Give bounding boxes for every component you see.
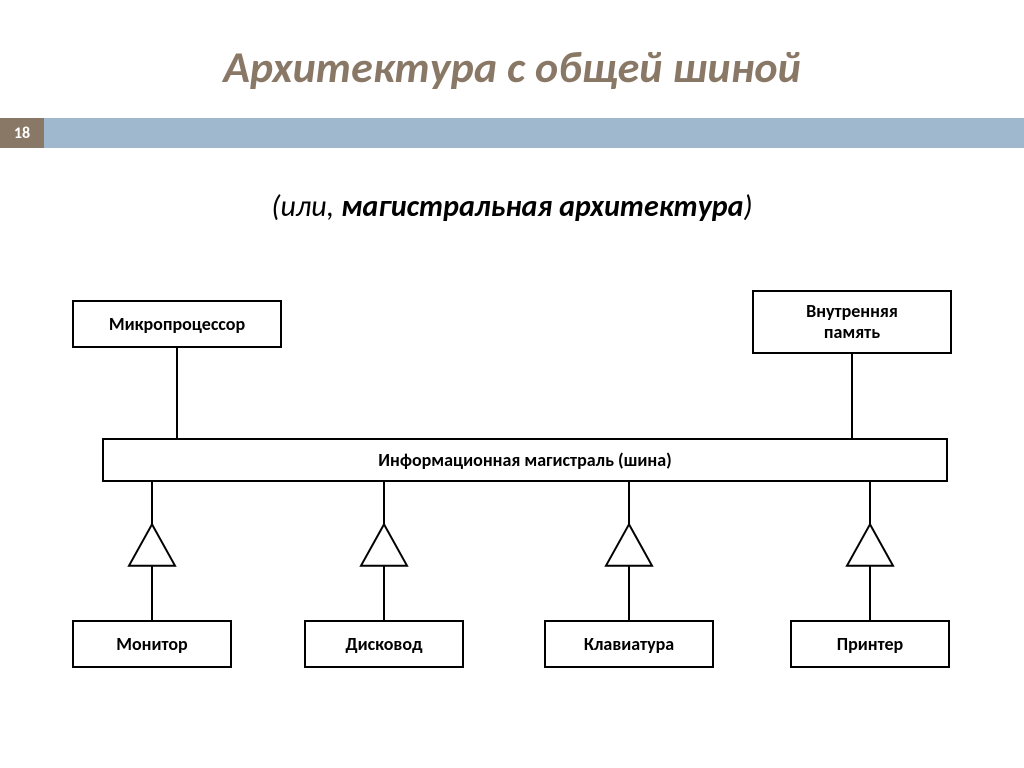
node-kbd: Клавиатура xyxy=(544,620,714,668)
subtitle-core: магистральная архитектура xyxy=(341,188,744,225)
subtitle-comma: , xyxy=(327,188,341,225)
node-cpu: Микропроцессор xyxy=(72,300,282,348)
bus-architecture-diagram: МикропроцессорВнутренняяпамятьИнформацио… xyxy=(72,300,952,700)
subtitle-right-paren: ) xyxy=(743,188,752,225)
accent-bar xyxy=(0,118,1024,148)
subtitle-left-paren: ( xyxy=(271,188,280,225)
slide-subtitle: (или, магистральная архитектура) xyxy=(0,188,1024,225)
node-prn: Принтер xyxy=(790,620,950,668)
slide-title: Архитектура с общей шиной xyxy=(0,40,1024,94)
node-mon: Монитор xyxy=(72,620,232,668)
node-drv: Дисковод xyxy=(304,620,464,668)
node-mem: Внутренняяпамять xyxy=(752,290,952,354)
page-number-badge: 18 xyxy=(0,118,44,148)
node-bus: Информационная магистраль (шина) xyxy=(102,438,948,482)
subtitle-or-word: или xyxy=(281,188,327,225)
